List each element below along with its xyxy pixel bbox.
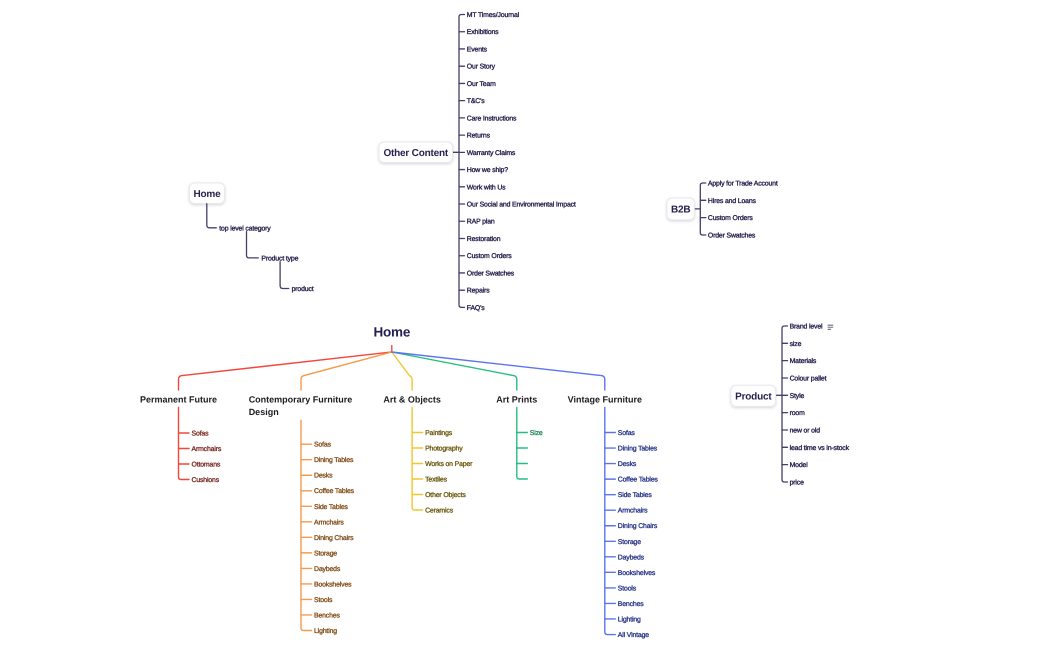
svg-text:All Vintage: All Vintage	[618, 632, 649, 639]
svg-text:Colour pallet: Colour pallet	[790, 375, 827, 382]
svg-text:Size: Size	[530, 430, 543, 437]
svg-text:Work with Us: Work with Us	[467, 184, 506, 191]
svg-text:Side Tables: Side Tables	[314, 504, 349, 511]
svg-text:Custom Orders: Custom Orders	[467, 253, 512, 260]
svg-text:Lighting: Lighting	[314, 628, 337, 635]
svg-text:Our Team: Our Team	[467, 81, 496, 88]
svg-text:Warranty Claims: Warranty Claims	[467, 150, 516, 157]
svg-text:size: size	[790, 341, 802, 348]
svg-text:Desks: Desks	[314, 473, 333, 480]
svg-text:Works on Paper: Works on Paper	[425, 461, 473, 468]
svg-text:Photography: Photography	[425, 445, 463, 452]
svg-text:Other Objects: Other Objects	[425, 492, 466, 499]
svg-text:Style: Style	[790, 393, 805, 400]
svg-text:Armchairs: Armchairs	[618, 508, 648, 515]
svg-text:Storage: Storage	[618, 539, 641, 546]
svg-text:Apply for Trade Account: Apply for Trade Account	[708, 180, 778, 187]
svg-text:Hires and Loans: Hires and Loans	[708, 198, 757, 205]
svg-text:Lighting: Lighting	[618, 616, 641, 623]
svg-text:Repairs: Repairs	[467, 288, 490, 295]
svg-text:Storage: Storage	[314, 550, 337, 557]
svg-text:Sofas: Sofas	[618, 430, 636, 437]
svg-text:FAQ's: FAQ's	[467, 305, 485, 312]
svg-text:Stools: Stools	[314, 597, 333, 604]
svg-text:new or old: new or old	[790, 427, 821, 434]
svg-text:Desks: Desks	[618, 461, 637, 468]
svg-text:Bookshelves: Bookshelves	[314, 581, 352, 588]
svg-text:Our Social and Environmental I: Our Social and Environmental Impact	[467, 202, 576, 209]
svg-text:Dining Tables: Dining Tables	[618, 446, 658, 453]
svg-text:Art Prints: Art Prints	[496, 395, 537, 405]
svg-text:Product type: Product type	[261, 255, 298, 262]
svg-text:top level category: top level category	[219, 225, 271, 232]
svg-text:Home: Home	[373, 325, 410, 340]
svg-text:Order Swatches: Order Swatches	[708, 232, 756, 239]
svg-text:Coffee Tables: Coffee Tables	[618, 477, 659, 484]
svg-text:Care Instructions: Care Instructions	[467, 115, 517, 122]
svg-text:Permanent Future: Permanent Future	[140, 395, 217, 405]
svg-text:Armchairs: Armchairs	[314, 519, 344, 526]
svg-text:Daybeds: Daybeds	[314, 566, 341, 573]
svg-text:Events: Events	[467, 46, 488, 53]
svg-text:Vintage Furniture: Vintage Furniture	[568, 395, 642, 405]
svg-text:Ottomans: Ottomans	[192, 461, 221, 468]
svg-text:Other Content: Other Content	[383, 148, 448, 159]
svg-text:How we ship?: How we ship?	[467, 167, 508, 174]
svg-text:Daybeds: Daybeds	[618, 554, 645, 561]
svg-text:Sofas: Sofas	[314, 442, 332, 449]
svg-text:Dining Tables: Dining Tables	[314, 457, 354, 464]
svg-text:Dining Chairs: Dining Chairs	[618, 523, 658, 530]
svg-text:Benches: Benches	[314, 612, 340, 619]
svg-text:Cushions: Cushions	[192, 477, 220, 484]
svg-text:Side Tables: Side Tables	[618, 492, 653, 499]
svg-text:Materials: Materials	[790, 358, 817, 365]
svg-text:Sofas: Sofas	[192, 430, 210, 437]
svg-text:Paintings: Paintings	[425, 430, 453, 437]
svg-text:Product: Product	[735, 391, 772, 402]
svg-text:lead time vs in-stock: lead time vs in-stock	[790, 445, 850, 452]
svg-text:Stools: Stools	[618, 585, 637, 592]
svg-text:Model: Model	[790, 462, 809, 469]
svg-text:Ceramics: Ceramics	[425, 507, 454, 514]
svg-text:Order Swatches: Order Swatches	[467, 270, 515, 277]
svg-text:Coffee Tables: Coffee Tables	[314, 488, 355, 495]
svg-text:Armchairs: Armchairs	[192, 446, 222, 453]
svg-text:Dining Chairs: Dining Chairs	[314, 535, 354, 542]
svg-text:Restoration: Restoration	[467, 236, 501, 243]
svg-text:product: product	[292, 286, 314, 293]
svg-text:Benches: Benches	[618, 601, 644, 608]
svg-text:T&C's: T&C's	[467, 98, 485, 105]
svg-text:B2B: B2B	[671, 204, 690, 215]
svg-text:price: price	[790, 479, 805, 486]
svg-text:Custom Orders: Custom Orders	[708, 215, 753, 222]
svg-text:Home: Home	[194, 189, 222, 200]
svg-text:MT Times/Journal: MT Times/Journal	[467, 12, 520, 19]
svg-text:Contemporary Furniture: Contemporary Furniture	[249, 395, 353, 405]
svg-text:Our Story: Our Story	[467, 64, 496, 71]
svg-text:Design: Design	[249, 407, 279, 417]
svg-text:room: room	[790, 410, 806, 417]
svg-text:Returns: Returns	[467, 133, 491, 140]
svg-text:Bookshelves: Bookshelves	[618, 570, 656, 577]
svg-text:RAP plan: RAP plan	[467, 219, 495, 226]
svg-text:Art & Objects: Art & Objects	[383, 395, 441, 405]
svg-text:Brand level: Brand level	[790, 323, 823, 330]
svg-text:Textiles: Textiles	[425, 476, 447, 483]
svg-text:Exhibitions: Exhibitions	[467, 29, 499, 36]
